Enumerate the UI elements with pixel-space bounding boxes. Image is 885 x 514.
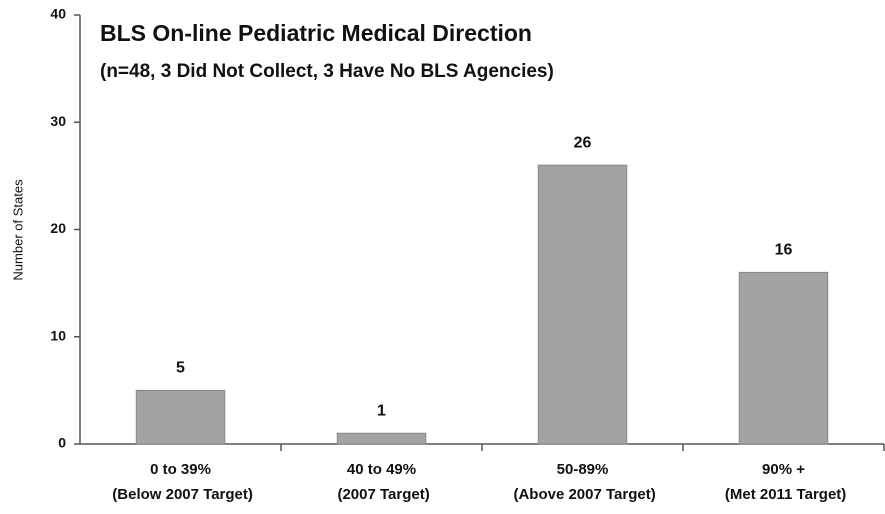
y-tick-label: 20 xyxy=(50,220,66,236)
data-label: 1 xyxy=(377,402,386,419)
data-label: 16 xyxy=(775,242,793,259)
bar xyxy=(537,164,628,445)
x-tick-label: 90% + (Met 2011 Target) xyxy=(721,461,847,503)
y-tick-label: 0 xyxy=(58,435,66,451)
bar xyxy=(336,432,427,445)
x-tick-label: 40 to 49% (2007 Target) xyxy=(333,461,429,503)
y-tick-label: 40 xyxy=(50,6,66,22)
x-tick-label: 0 to 39% (Below 2007 Target) xyxy=(108,461,253,503)
y-axis-label: Number of States xyxy=(10,179,25,281)
x-tick-label: 50-89% (Above 2007 Target) xyxy=(509,461,655,503)
chart-subtitle: (n=48, 3 Did Not Collect, 3 Have No BLS … xyxy=(100,61,554,82)
y-tick-label: 30 xyxy=(50,113,66,129)
data-label: 5 xyxy=(176,360,185,377)
data-label: 26 xyxy=(574,134,592,151)
bar xyxy=(135,389,226,445)
chart-title: BLS On-line Pediatric Medical Direction xyxy=(100,20,532,46)
bar xyxy=(738,271,829,445)
y-tick-label: 10 xyxy=(50,327,66,343)
